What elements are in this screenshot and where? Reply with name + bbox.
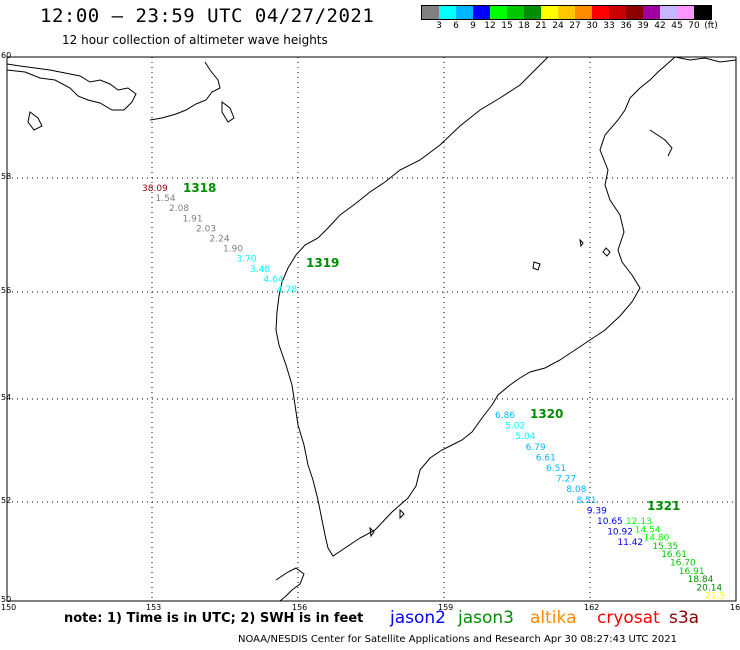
longitude-label: 165 [730,603,740,612]
colorbar-swatch [694,6,711,19]
colorbar-swatch [490,6,507,19]
colorbar-tick-label: 24 [552,21,564,31]
colorbar-tick-label: 15 [501,21,513,31]
wave-height-value: 2.24 [210,235,230,245]
wave-height-value: 12.13 [626,517,652,527]
wave-height-value: 18.84 [688,575,714,585]
wave-height-value: 7.27 [556,475,576,485]
wave-height-value: 4.78 [277,285,297,295]
map-frame [6,56,737,602]
wave-height-value: 8.51 [577,496,597,506]
colorbar-swatch [456,6,473,19]
longitude-label: 156 [292,603,308,612]
colorbar-swatch [524,6,541,19]
colorbar-tick-label: 45 [671,21,683,31]
map-title: 12:00 — 23:59 UTC 04/27/2021 [40,5,375,27]
longitude-label: 150 [1,603,17,612]
colorbar-swatch [677,6,694,19]
track-id-label: 1318 [183,181,216,195]
colorbar-swatch [558,6,575,19]
map-subtitle: 12 hour collection of altimeter wave hei… [62,33,328,47]
track-id-label: 1321 [647,499,680,513]
wave-height-value: 20.14 [696,583,722,593]
wave-height-value: 1.91 [183,214,203,224]
colorbar-swatch [422,6,439,19]
wave-height-value: 5.04 [515,432,535,442]
wave-height-value: 14.80 [644,534,670,544]
longitude-label: 153 [146,603,162,612]
graticule [7,57,736,601]
colorbar-tick-label: 27 [569,21,581,31]
colorbar-swatch [473,6,490,19]
footnote: note: 1) Time is in UTC; 2) SWH is in fe… [64,611,364,626]
wave-height-value: 14.54 [635,525,661,535]
wave-height-value: 16.61 [661,550,687,560]
wave-height-value: 4.64 [264,275,284,285]
latitude-label: 50 [1,595,12,604]
colorbar-tick-label: 36 [620,21,632,31]
wave-height-value: 3.48 [250,265,270,275]
longitude-label: 159 [438,603,454,612]
legend-altika: altika [530,608,577,628]
colorbar-tick-label: 18 [518,21,530,31]
colorbar-swatch [439,6,456,19]
colorbar-tick-label: 21 [535,21,547,31]
wave-height-value: 1.90 [223,245,243,255]
colorbar-tick-label: 6 [453,21,459,31]
latitude-label: 56 [1,286,12,295]
longitude-label: 162 [584,603,600,612]
track-id-label: 1320 [530,407,563,421]
wave-height-value: 3.70 [237,255,257,265]
colorbar-tick-label: (ft) [704,21,718,31]
legend-jason3: jason3 [458,608,514,628]
colorbar-swatch [609,6,626,19]
wave-height-value: 2.08 [169,204,189,214]
colorbar-tick-label: 42 [654,21,666,31]
wave-height-value: 8.08 [566,485,586,495]
latitude-label: 52 [1,496,12,505]
colorbar-tick-label: 70 [688,21,700,31]
wave-height-value: 9.39 [587,506,607,516]
colorbar-tick-label: 30 [586,21,598,31]
colorbar-swatch [575,6,592,19]
wave-height-value: 38.09 [142,184,168,194]
track-id-label: 1319 [306,256,339,270]
colorbar [421,5,712,20]
latitude-label: 58 [1,172,12,181]
wave-height-value: 16.91 [679,567,705,577]
colorbar-tick-label: 39 [637,21,649,31]
wave-height-value: 6.86 [495,411,515,421]
wave-height-value: 5.02 [505,422,525,432]
colorbar-tick-label: 3 [436,21,442,31]
wave-height-value: 10.92 [607,528,633,538]
wave-height-value: 21.5 [705,592,725,602]
colorbar-tick-label: 9 [470,21,476,31]
credit-line: NOAA/NESDIS Center for Satellite Applica… [238,634,677,645]
latitude-label: 60 [1,51,12,60]
legend-jason2: jason2 [390,608,446,628]
colorbar-tick-label: 12 [484,21,496,31]
coastline [6,56,737,602]
legend-cryosat: cryosat [597,608,660,628]
wave-height-value: 16.70 [670,559,696,569]
wave-height-value: 6.61 [536,453,556,463]
colorbar-swatch [660,6,677,19]
latitude-label: 54 [1,393,12,402]
colorbar-swatch [541,6,558,19]
colorbar-swatch [643,6,660,19]
colorbar-swatch [507,6,524,19]
colorbar-tick-label: 33 [603,21,615,31]
legend-s3a: s3a [669,608,700,628]
wave-height-value: 10.65 [597,517,623,527]
wave-height-value: 6.79 [526,443,546,453]
wave-height-value: 1.54 [156,194,176,204]
wave-height-value: 11.42 [617,538,643,548]
wave-height-value: 2.03 [196,224,216,234]
colorbar-swatch [592,6,609,19]
track-layer: 1318 38.091.542.081.912.032.241.903.703.4… [142,181,725,602]
wave-height-value: 6.51 [546,464,566,474]
colorbar-swatch [626,6,643,19]
wave-height-value: 15.35 [652,542,678,552]
